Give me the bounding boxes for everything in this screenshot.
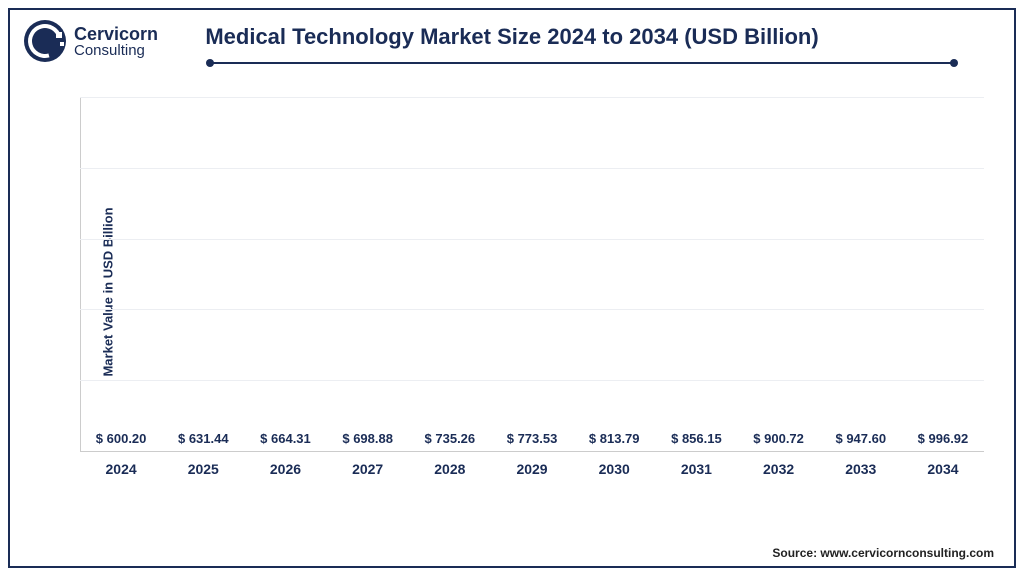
bar-value-label: $ 856.15: [671, 431, 722, 446]
x-tick-label: 2027: [327, 461, 409, 477]
source-attribution: Source: www.cervicornconsulting.com: [772, 546, 994, 560]
bar-series: $ 600.20 $ 631.44 $ 664.31 $ 698.88 $ 735.26…: [80, 98, 984, 452]
bar-value-label: $ 900.72: [753, 431, 804, 446]
chart-frame: Cervicorn Consulting Medical Technology …: [8, 8, 1016, 568]
x-tick-label: 2026: [244, 461, 326, 477]
bar-value-label: $ 735.26: [425, 431, 476, 446]
bar-value-label: $ 631.44: [178, 431, 229, 446]
x-tick-label: 2028: [409, 461, 491, 477]
title-divider: [210, 62, 954, 64]
bar-value-label: $ 773.53: [507, 431, 558, 446]
x-axis: 2024202520262027202820292030203120322033…: [80, 451, 984, 486]
bar-value-label: $ 947.60: [835, 431, 886, 446]
x-tick-label: 2032: [738, 461, 820, 477]
bar-value-label: $ 698.88: [342, 431, 393, 446]
x-tick-label: 2031: [655, 461, 737, 477]
bar-value-label: $ 664.31: [260, 431, 311, 446]
x-tick-label: 2029: [491, 461, 573, 477]
x-tick-label: 2033: [820, 461, 902, 477]
bar-value-label: $ 813.79: [589, 431, 640, 446]
bar-value-label: $ 996.92: [918, 431, 969, 446]
x-tick-label: 2025: [162, 461, 244, 477]
x-tick-label: 2034: [902, 461, 984, 477]
plot-area: Market Value in USD Billion $ 600.20$ 63…: [80, 98, 984, 486]
chart-title: Medical Technology Market Size 2024 to 2…: [10, 24, 1014, 50]
bar-value-label: $ 600.20: [96, 431, 147, 446]
x-tick-label: 2030: [573, 461, 655, 477]
x-tick-label: 2024: [80, 461, 162, 477]
